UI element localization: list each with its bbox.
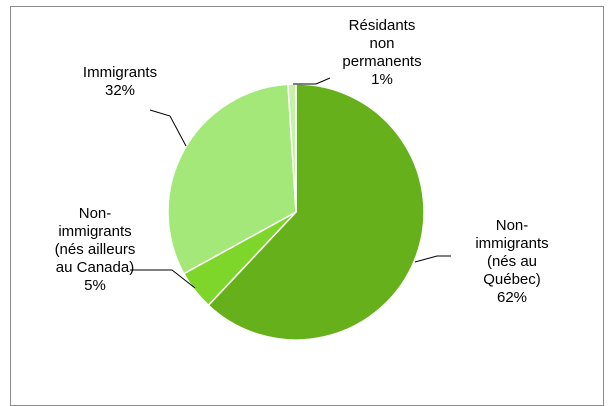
- slice-label-line: 32%: [105, 82, 135, 99]
- slice-label-line: (nés ailleurs: [55, 241, 136, 258]
- leader-line: [130, 269, 196, 289]
- slice-label-line: immigrants: [475, 235, 548, 252]
- leader-lines: [130, 77, 451, 289]
- slice-labels: Non-immigrants (nés au Québec) 62%Non-immig…: [55, 17, 549, 306]
- slice-label-line: immigrants: [58, 223, 131, 240]
- slice-label-line: permanents: [342, 53, 421, 70]
- slice-label: Immigrants 32%: [83, 64, 157, 99]
- slice-label-line: Résidants: [349, 17, 416, 34]
- slice-label-line: 62%: [497, 289, 527, 306]
- slice-label-line: Non-: [496, 217, 529, 234]
- slice-label-line: Immigrants: [83, 64, 157, 81]
- leader-line: [149, 109, 187, 147]
- slice-label: Non-immigrants (nés au Québec) 62%: [475, 217, 548, 306]
- slice-label-line: Non-: [79, 205, 112, 222]
- pie-chart: Non-immigrants (nés au Québec) 62%Non-immig…: [55, 17, 549, 341]
- pie-slices: [167, 83, 425, 341]
- slice-label: Résidants non permanents 1%: [342, 17, 421, 88]
- slice-label-line: 1%: [371, 71, 393, 88]
- slice-label-line: au Canada): [56, 259, 134, 276]
- slice-label: Non-immigrants (nés ailleurs au Canada) 5%: [55, 205, 136, 294]
- leader-line: [293, 77, 331, 85]
- slice-label-line: (nés au: [487, 253, 537, 270]
- slice-label-line: Québec): [483, 271, 541, 288]
- slice-label-line: non: [369, 35, 394, 52]
- pie-slice: [207, 83, 425, 341]
- slice-label-line: 5%: [84, 277, 106, 294]
- leader-line: [414, 255, 451, 263]
- pie-slice: [167, 83, 297, 275]
